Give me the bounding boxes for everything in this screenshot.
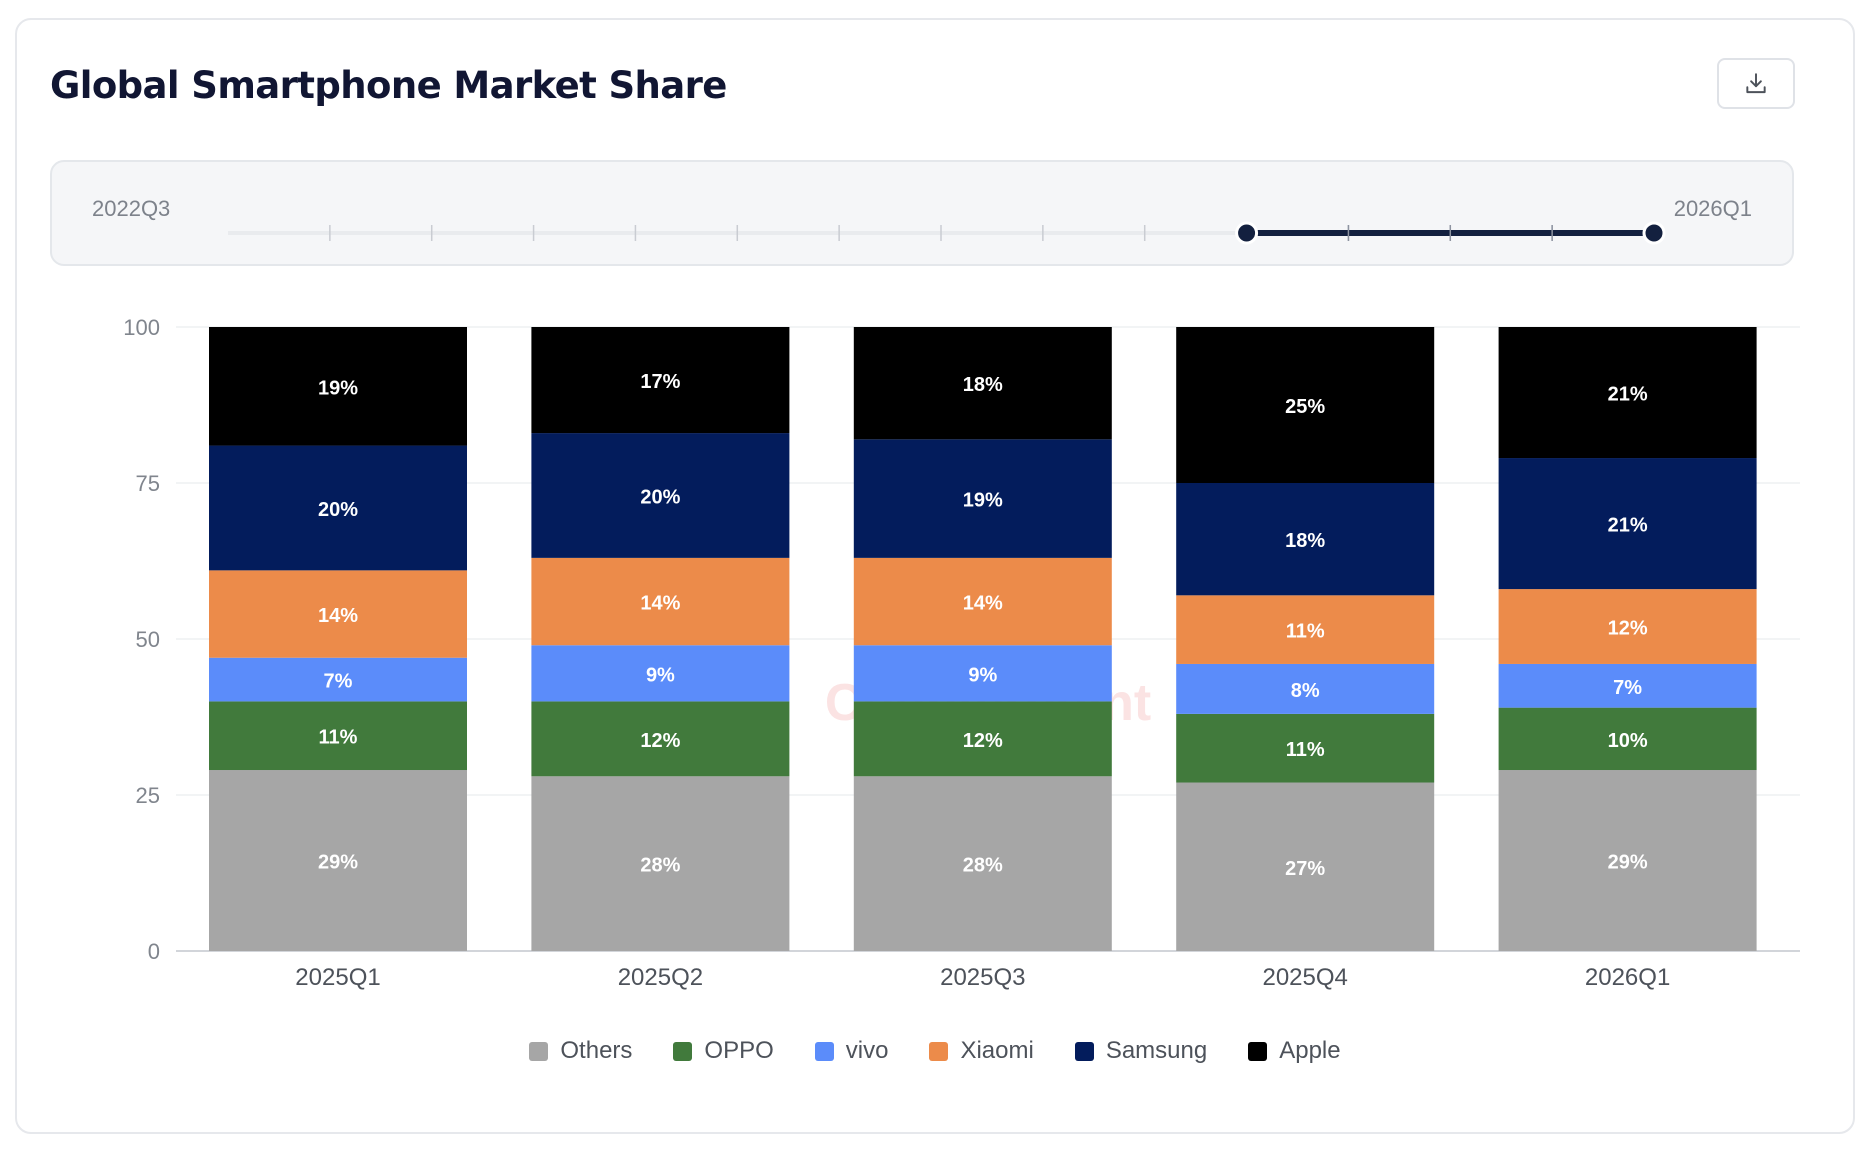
bar-segment-others[interactable] — [1176, 782, 1435, 951]
bar-segment-oppo[interactable] — [1498, 707, 1757, 771]
bar-segment-oppo[interactable] — [1176, 713, 1435, 783]
legend-item-xiaomi[interactable]: Xiaomi — [929, 1037, 1034, 1065]
bar-segment-vivo[interactable] — [209, 657, 467, 702]
legend-label: OPPO — [704, 1037, 774, 1064]
legend-label: vivo — [845, 1037, 889, 1064]
bar-data-label: 28% — [963, 855, 1003, 877]
legend-label: Xiaomi — [960, 1037, 1034, 1064]
bar-segment-samsung[interactable] — [1176, 483, 1435, 596]
x-tick-label: 2025Q1 — [295, 964, 380, 991]
bar-data-label: 17% — [640, 371, 680, 393]
legend-item-apple[interactable]: Apple — [1248, 1037, 1341, 1065]
bar-data-label: 9% — [968, 664, 997, 686]
bar-data-label: 18% — [963, 374, 1003, 396]
legend-item-others[interactable]: Others — [529, 1037, 632, 1065]
chart-legend: Others OPPO vivo Xiaomi Samsung Apple — [0, 1037, 1870, 1065]
bar-segment-others[interactable] — [531, 776, 790, 951]
bar-data-label: 27% — [1285, 858, 1325, 880]
legend-item-vivo[interactable]: vivo — [814, 1037, 889, 1065]
range-start-label: 2022Q3 — [92, 196, 171, 221]
y-tick-label: 25 — [136, 783, 160, 808]
bar-segment-apple[interactable] — [531, 327, 790, 434]
download-icon — [1746, 72, 1766, 93]
bar-data-label: 11% — [1286, 621, 1325, 643]
x-tick-label: 2025Q3 — [940, 964, 1025, 991]
y-tick-label: 50 — [136, 627, 160, 652]
bar-data-label: 19% — [963, 490, 1003, 512]
bar-segment-oppo[interactable] — [853, 701, 1112, 777]
bar-data-label: 21% — [1608, 515, 1648, 537]
bar-data-label: 20% — [318, 499, 358, 521]
bar-data-label: 28% — [640, 855, 680, 877]
slider-end-handle[interactable] — [1642, 221, 1666, 245]
y-tick-label: 100 — [123, 315, 160, 340]
bar-data-label: 7% — [1613, 677, 1642, 699]
bar-data-label: 18% — [1285, 530, 1325, 552]
bar-data-label: 14% — [640, 593, 680, 615]
bar-segment-oppo[interactable] — [531, 701, 790, 777]
bar-data-label: 21% — [1608, 384, 1648, 406]
bar-segment-samsung[interactable] — [853, 439, 1112, 558]
bar-data-label: 12% — [1608, 618, 1648, 640]
legend-swatch — [529, 1041, 549, 1061]
download-button[interactable] — [1717, 58, 1795, 109]
bar-data-label: 19% — [318, 377, 358, 399]
bar-segment-xiaomi[interactable] — [853, 557, 1112, 646]
bar-segment-others[interactable] — [1498, 770, 1757, 951]
bar-segment-samsung[interactable] — [531, 433, 790, 558]
bar-data-label: 25% — [1285, 396, 1325, 418]
bar-segment-xiaomi[interactable] — [531, 557, 790, 646]
bar-segment-xiaomi[interactable] — [1176, 595, 1435, 664]
bar-data-label: 12% — [640, 730, 680, 752]
bar-data-label: 14% — [963, 593, 1003, 615]
legend-swatch — [814, 1041, 834, 1061]
bar-segment-vivo[interactable] — [853, 645, 1112, 702]
bar-data-label: 29% — [1608, 852, 1648, 874]
legend-item-samsung[interactable]: Samsung — [1074, 1037, 1208, 1065]
chart-title: Global Smartphone Market Share — [50, 64, 727, 107]
bar-segment-others[interactable] — [209, 770, 467, 951]
bar-data-label: 9% — [646, 664, 675, 686]
legend-swatch — [1248, 1041, 1268, 1061]
bar-data-label: 10% — [1608, 730, 1648, 752]
bar-segment-vivo[interactable] — [1176, 663, 1435, 714]
y-tick-label: 75 — [136, 471, 160, 496]
slider-start-handle[interactable] — [1235, 221, 1259, 245]
bar-segment-apple[interactable] — [1498, 327, 1757, 459]
x-tick-label: 2026Q1 — [1585, 964, 1670, 991]
bar-data-label: 29% — [318, 852, 358, 874]
legend-swatch — [929, 1041, 949, 1061]
bar-segment-others[interactable] — [853, 776, 1112, 951]
bar-data-label: 20% — [640, 486, 680, 508]
legend-item-oppo[interactable]: OPPO — [673, 1037, 774, 1065]
bar-segment-oppo[interactable] — [209, 701, 467, 771]
bar-data-label: 11% — [319, 727, 358, 749]
legend-swatch — [1074, 1041, 1094, 1061]
bar-segment-samsung[interactable] — [209, 445, 467, 571]
bar-segment-apple[interactable] — [853, 327, 1112, 440]
bar-data-label: 11% — [1286, 739, 1325, 761]
x-tick-label: 2025Q4 — [1262, 964, 1347, 991]
y-tick-label: 0 — [148, 939, 160, 964]
time-range-panel: 2022Q3 2026Q1 — [50, 160, 1794, 266]
bar-data-label: 7% — [324, 671, 353, 693]
legend-label: Apple — [1279, 1037, 1341, 1064]
bar-segment-xiaomi[interactable] — [1498, 589, 1757, 664]
legend-label: Samsung — [1105, 1037, 1208, 1064]
x-tick-label: 2025Q2 — [618, 964, 703, 991]
bar-data-label: 8% — [1291, 680, 1320, 702]
bar-segment-apple[interactable] — [1176, 327, 1435, 483]
legend-swatch — [673, 1041, 693, 1061]
range-end-label: 2026Q1 — [1673, 196, 1752, 221]
bar-data-label: 12% — [963, 730, 1003, 752]
bar-segment-apple[interactable] — [209, 327, 467, 446]
bar-segment-vivo[interactable] — [1498, 663, 1757, 708]
bar-segment-vivo[interactable] — [531, 645, 790, 702]
bar-segment-samsung[interactable] — [1498, 458, 1757, 590]
bar-data-label: 14% — [318, 605, 358, 627]
bar-segment-xiaomi[interactable] — [209, 570, 467, 658]
legend-label: Others — [560, 1037, 633, 1064]
